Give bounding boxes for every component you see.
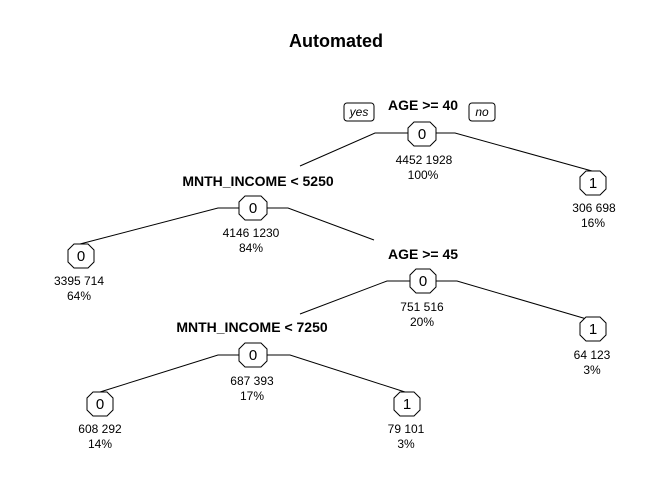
svg-text:306 698: 306 698	[572, 201, 616, 215]
svg-text:4146 1230: 4146 1230	[223, 226, 280, 240]
svg-text:4452 1928: 4452 1928	[396, 153, 453, 167]
tree-node-n2: 0 4146 1230 84%	[223, 195, 280, 255]
no-label: no	[468, 102, 496, 122]
svg-text:0: 0	[249, 200, 257, 217]
svg-text:608 292: 608 292	[78, 422, 122, 436]
split-label-n2: MNTH_INCOME < 5250	[182, 173, 334, 189]
svg-text:64%: 64%	[67, 289, 91, 303]
svg-text:100%: 100%	[408, 168, 439, 182]
tree-node-n9: 1 79 101 3%	[388, 391, 425, 451]
svg-text:1: 1	[589, 321, 597, 338]
svg-text:20%: 20%	[410, 315, 434, 329]
svg-text:687 393: 687 393	[230, 374, 274, 388]
svg-text:3%: 3%	[583, 363, 601, 377]
svg-text:0: 0	[418, 126, 426, 143]
tree-edges	[79, 132, 593, 393]
edge-n2-n5	[265, 207, 375, 241]
svg-text:1: 1	[589, 175, 597, 192]
svg-text:no: no	[475, 105, 489, 119]
svg-text:0: 0	[77, 248, 85, 265]
svg-text:0: 0	[249, 347, 257, 364]
chart-title: Automated	[289, 31, 383, 51]
split-label-n5: AGE >= 45	[388, 246, 458, 262]
svg-text:16%: 16%	[581, 216, 605, 230]
edge-n6-n8	[99, 354, 241, 393]
split-label-n6: MNTH_INCOME < 7250	[176, 319, 328, 335]
svg-text:3%: 3%	[397, 437, 415, 451]
svg-text:14%: 14%	[88, 437, 112, 451]
split-label-n1: AGE >= 40	[388, 97, 458, 113]
tree-node-n1: 0 4452 1928 100%	[396, 121, 453, 182]
svg-text:64 123: 64 123	[574, 348, 611, 362]
edge-n5-n7	[436, 280, 591, 321]
svg-text:yes: yes	[349, 105, 369, 119]
edge-n1-n2	[299, 132, 410, 167]
svg-text:1: 1	[403, 396, 411, 413]
svg-text:3395 714: 3395 714	[54, 274, 104, 288]
edge-n2-n4	[79, 207, 241, 245]
tree-node-n8: 0 608 292 14%	[78, 391, 122, 451]
edge-n6-n9	[265, 354, 406, 393]
tree-node-n3: 1 306 698 16%	[572, 170, 616, 230]
tree-node-n7: 1 64 123 3%	[574, 316, 611, 377]
svg-text:0: 0	[96, 396, 104, 413]
tree-node-n6: 0 687 393 17%	[230, 342, 274, 403]
tree-node-n4: 0 3395 714 64%	[54, 243, 104, 303]
yes-label: yes	[343, 102, 375, 122]
svg-text:84%: 84%	[239, 241, 263, 255]
svg-text:751 516: 751 516	[400, 300, 444, 314]
edge-n1-n3	[436, 132, 593, 172]
svg-text:17%: 17%	[240, 389, 264, 403]
svg-text:79 101: 79 101	[388, 422, 425, 436]
tree-node-n5: 0 751 516 20%	[400, 268, 444, 329]
svg-text:0: 0	[419, 273, 427, 290]
edge-n5-n6	[299, 280, 412, 315]
